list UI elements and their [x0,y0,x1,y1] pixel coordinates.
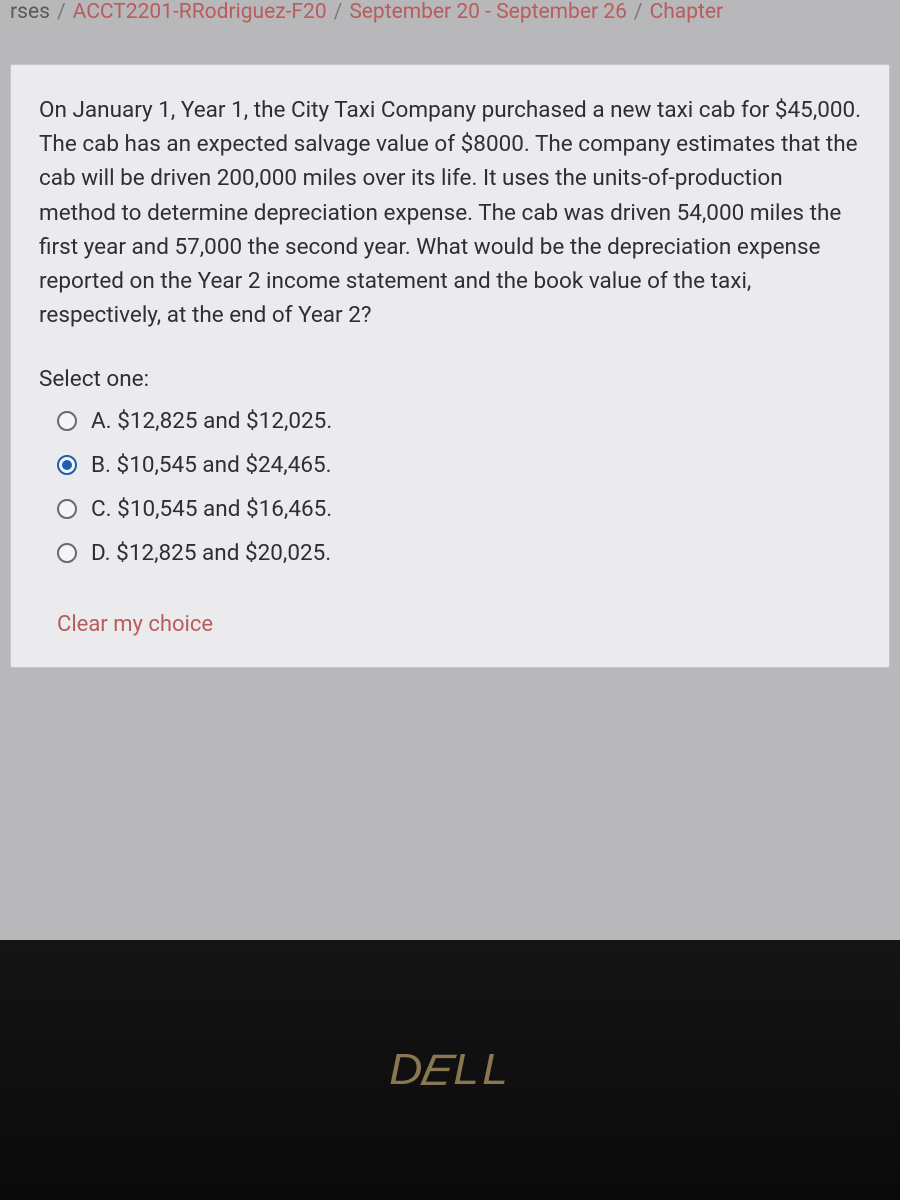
option-label: D. $12,825 and $20,025. [91,540,331,566]
breadcrumb-item-week[interactable]: September 20 - September 26 [349,0,627,24]
breadcrumb-item-chapter[interactable]: Chapter [650,0,724,24]
option-d[interactable]: D. $12,825 and $20,025. [57,540,865,566]
content-area: On January 1, Year 1, the City Taxi Comp… [0,32,900,668]
question-card: On January 1, Year 1, the City Taxi Comp… [10,64,890,668]
breadcrumb-separator: / [334,0,343,24]
laptop-bezel: DELL [0,940,900,1200]
breadcrumb-item-courses[interactable]: rses [10,0,50,24]
breadcrumb-item-course-code[interactable]: ACCT2201-RRodriguez-F20 [73,0,327,24]
question-text: On January 1, Year 1, the City Taxi Comp… [39,93,865,332]
radio-icon[interactable] [57,543,77,563]
radio-icon[interactable] [57,411,77,431]
breadcrumb-separator: / [634,0,643,24]
dell-logo: DELL [389,1045,511,1095]
select-prompt: Select one: [39,366,865,392]
option-label: C. $10,545 and $16,465. [91,496,332,522]
option-label: A. $12,825 and $12,025. [91,408,332,434]
radio-icon[interactable] [57,499,77,519]
clear-choice-link[interactable]: Clear my choice [57,612,213,637]
radio-icon[interactable] [57,455,77,475]
option-c[interactable]: C. $10,545 and $16,465. [57,496,865,522]
option-b[interactable]: B. $10,545 and $24,465. [57,452,865,478]
option-a[interactable]: A. $12,825 and $12,025. [57,408,865,434]
breadcrumb: rses / ACCT2201-RRodriguez-F20 / Septemb… [0,0,900,32]
options-group: A. $12,825 and $12,025. B. $10,545 and $… [39,408,865,566]
option-label: B. $10,545 and $24,465. [91,452,332,478]
breadcrumb-separator: / [57,0,66,24]
